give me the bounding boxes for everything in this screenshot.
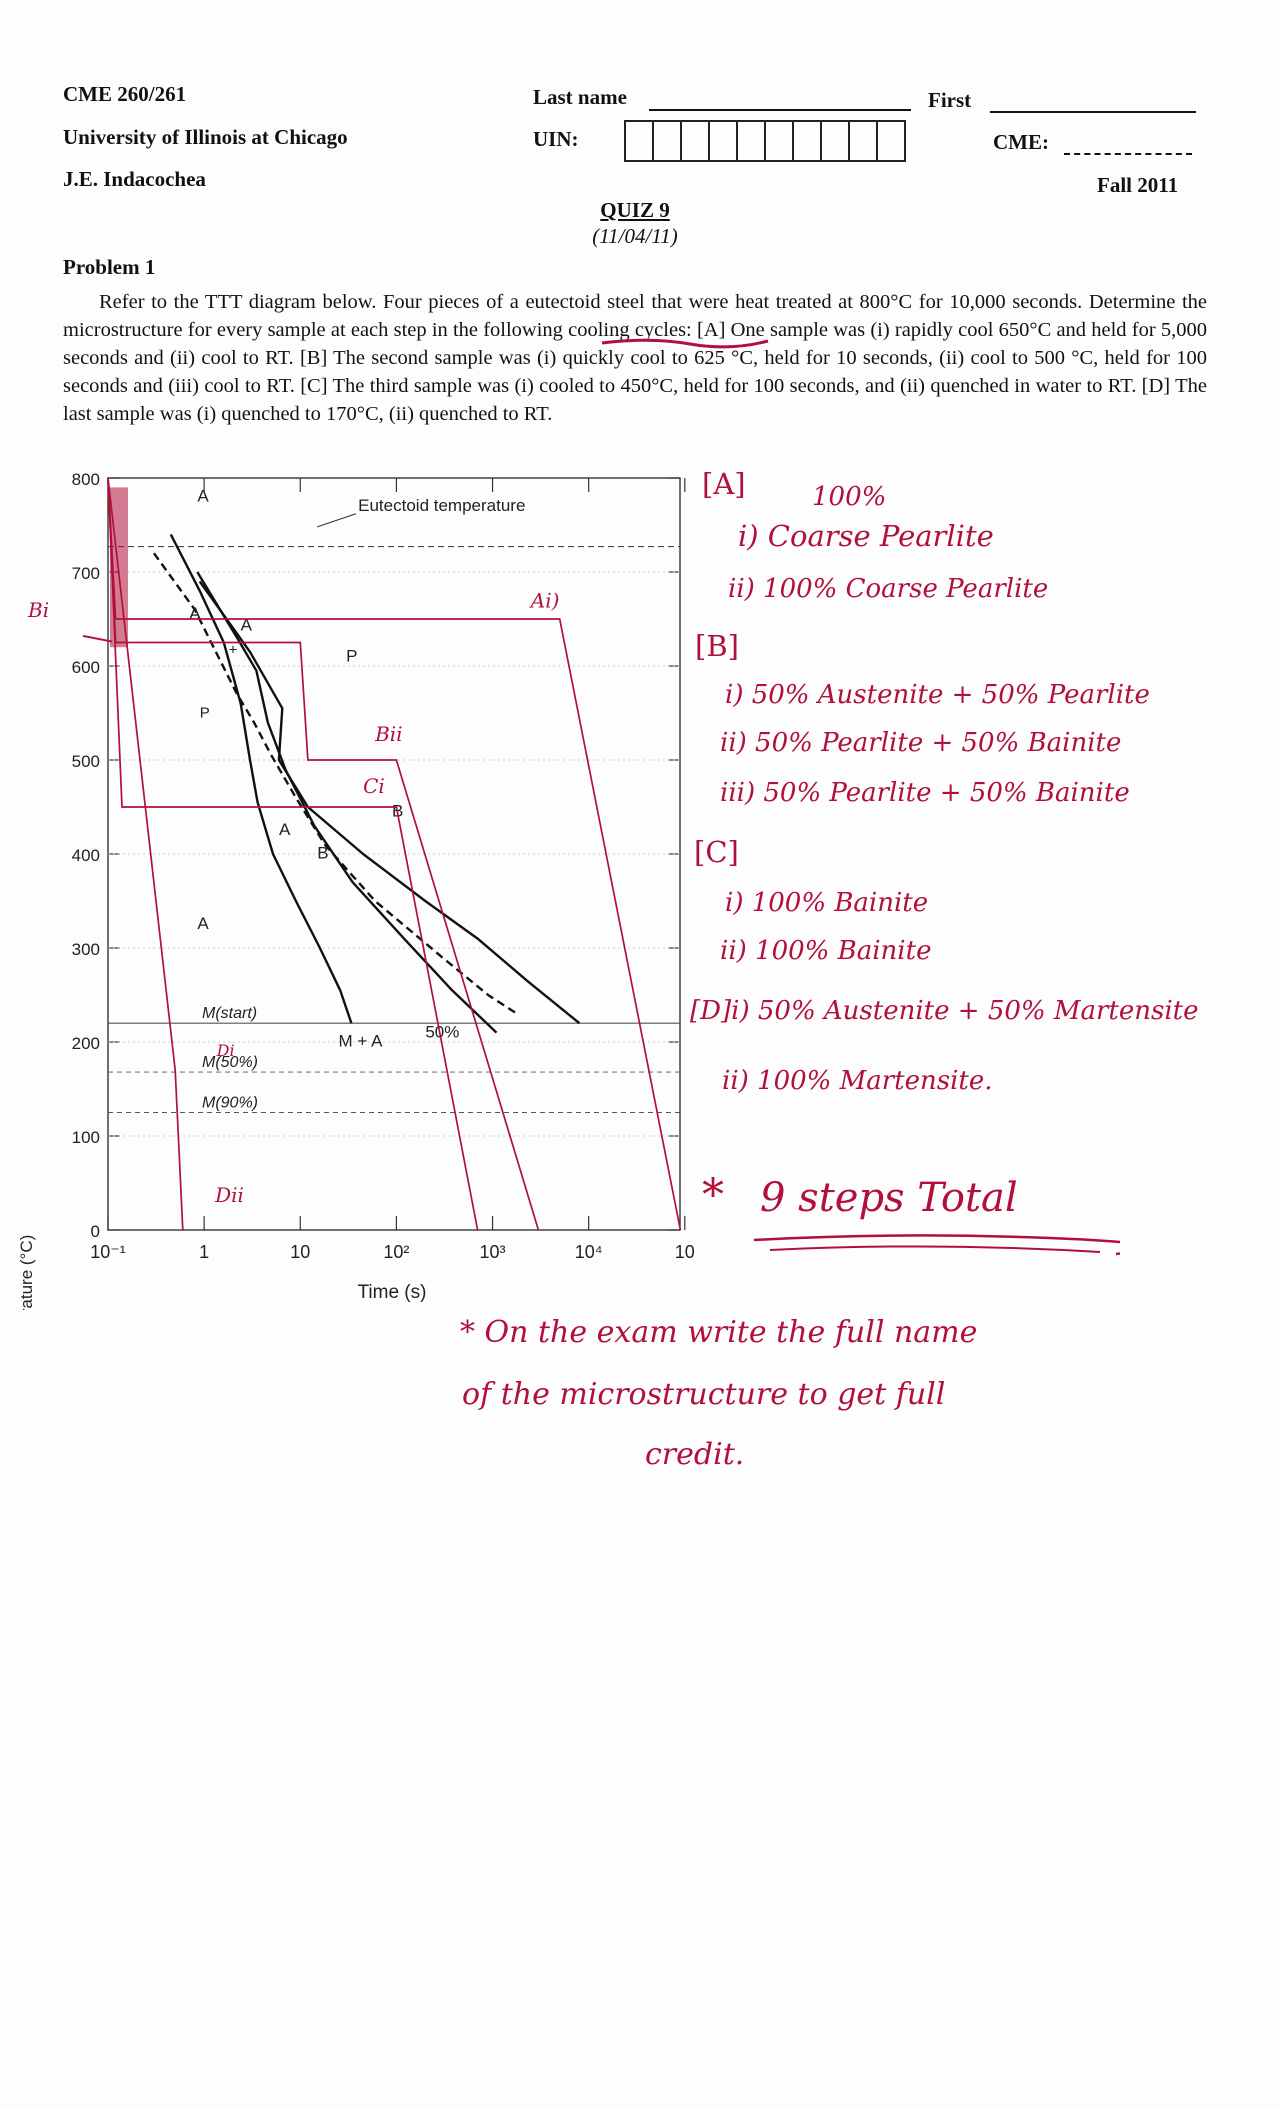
x-axis-label: Time (s) <box>358 1282 427 1303</box>
instructor-name: J.E. Indacochea <box>63 167 206 191</box>
exam-note-line2: of the microstructure to get full <box>462 1377 946 1412</box>
university-name: University of Illinois at Chicago <box>63 125 348 149</box>
y-axis-label: Temperature (°C) <box>17 1235 36 1310</box>
region-label: B <box>317 844 328 863</box>
problem-heading: Problem 1 <box>63 255 156 279</box>
label-dii: Dii <box>214 1183 244 1207</box>
region-label: A <box>189 604 201 623</box>
x-tick-label: 1 <box>199 1242 209 1262</box>
y-tick-label: 0 <box>91 1222 100 1241</box>
answer-d-i: [D]i) 50% Austenite + 50% Martensite <box>690 996 1199 1026</box>
exam-note-line1: * On the exam write the full name <box>460 1315 978 1350</box>
y-tick-label: 200 <box>72 1034 100 1053</box>
x-tick-label: 10 <box>290 1242 310 1262</box>
x-tick-label: 10 <box>675 1242 695 1262</box>
eutectoid-arrow <box>317 513 357 528</box>
region-label: A <box>197 487 209 506</box>
steps-star-icon: * <box>702 1170 724 1221</box>
answer-b-ii: ii) 50% Pearlite + 50% Bainite <box>720 728 1122 758</box>
y-tick-label: 600 <box>72 658 100 677</box>
cme-label: CME: <box>993 130 1049 154</box>
uin-box[interactable] <box>654 122 682 160</box>
cooling-paths: Ai) Bi Bii Ci Di Dii <box>27 477 682 1231</box>
ttt-diagram: 0 100 200 300 400 500 600 700 800 10⁻¹ 1 10 10² 10³ 10… <box>17 470 695 1310</box>
steps-total-note: 9 steps Total <box>760 1175 1018 1221</box>
quench-scribble <box>110 487 128 648</box>
ttt-curve <box>198 580 581 1025</box>
answer-b-header: [B] <box>695 629 739 663</box>
answer-b-iii: iii) 50% Pearlite + 50% Bainite <box>720 778 1130 808</box>
answer-a-ii: ii) 100% Coarse Pearlite <box>728 574 1049 604</box>
uin-label: UIN: <box>533 127 579 151</box>
uin-box[interactable] <box>766 122 794 160</box>
region-label: A <box>241 615 253 634</box>
first-name-line[interactable] <box>990 111 1196 113</box>
region-label: 50% <box>425 1022 459 1041</box>
answer-c-header: [C] <box>694 835 739 869</box>
uin-box[interactable] <box>682 122 710 160</box>
eutectoid-annotation: Eutectoid temperature <box>358 496 525 515</box>
uin-box[interactable] <box>710 122 738 160</box>
y-tick-label: 400 <box>72 846 100 865</box>
answer-d-ii: ii) 100% Martensite. <box>722 1066 993 1096</box>
region-label: A <box>279 820 291 839</box>
plus-mark: + <box>229 642 238 659</box>
answer-b-i: i) 50% Austenite + 50% Pearlite <box>725 680 1150 710</box>
term: Fall 2011 <box>1097 173 1179 197</box>
uin-boxes[interactable] <box>624 120 906 162</box>
label-ci: Ci <box>363 774 385 798</box>
last-name-label: Last name <box>533 85 627 109</box>
uin-box[interactable] <box>626 122 654 160</box>
martensite-label: M(50%) <box>202 1054 258 1071</box>
cooling-path-d <box>107 477 184 1231</box>
martensite-label: M(start) <box>202 1005 257 1022</box>
steps-underline <box>753 1234 1120 1256</box>
quiz-title: QUIZ 9 <box>600 198 670 222</box>
x-tick-label: 10³ <box>480 1242 506 1262</box>
x-tick-label: 10² <box>383 1242 409 1262</box>
problem-text: Refer to the TTT diagram below. Four pie… <box>63 291 1207 425</box>
x-tick-label: 10⁻¹ <box>90 1242 126 1262</box>
label-di: Di <box>216 1041 235 1060</box>
answer-a-header: [A] <box>702 467 746 501</box>
ttt-curve <box>152 552 518 1015</box>
label-ai: Ai) <box>529 589 560 613</box>
uin-box[interactable] <box>738 122 766 160</box>
last-name-line[interactable] <box>649 109 911 111</box>
uin-box[interactable] <box>850 122 878 160</box>
pearlite-mark: P <box>200 705 210 722</box>
label-bi: Bi <box>27 598 49 622</box>
chart-ticks: 0 100 200 300 400 500 600 700 800 10⁻¹ 1 10 10² 10³ 10… <box>72 470 695 1262</box>
cme-line[interactable] <box>1064 153 1192 155</box>
region-label: P <box>346 646 357 665</box>
label-bii: Bii <box>374 722 403 746</box>
answer-a-percent: 100% <box>812 482 887 512</box>
y-tick-label: 500 <box>72 752 100 771</box>
y-tick-label: 700 <box>72 564 100 583</box>
y-tick-label: 100 <box>72 1128 100 1147</box>
underline-scribble <box>601 338 769 349</box>
region-label: A <box>197 914 209 933</box>
region-label: M + A <box>339 1032 384 1051</box>
y-tick-label: 300 <box>72 940 100 959</box>
bi-arrow <box>82 634 113 643</box>
answer-a-i: i) Coarse Pearlite <box>738 519 994 553</box>
course-code: CME 260/261 <box>63 82 187 106</box>
y-tick-label: 800 <box>72 470 100 489</box>
uin-box[interactable] <box>794 122 822 160</box>
first-name-label: First <box>928 88 972 112</box>
chart-curves: Eutectoid temperature M(start) M(50%) M(90%… <box>108 487 680 1113</box>
ttt-curve <box>196 571 498 1034</box>
answer-c-ii: ii) 100% Bainite <box>720 936 932 966</box>
uin-box[interactable] <box>878 122 904 160</box>
exam-note-line3: credit. <box>645 1437 745 1472</box>
quiz-date: (11/04/11) <box>592 224 678 248</box>
uin-box[interactable] <box>822 122 850 160</box>
answer-c-i: i) 100% Bainite <box>725 888 929 918</box>
martensite-label: M(90%) <box>202 1095 258 1112</box>
x-tick-label: 10⁴ <box>575 1242 603 1262</box>
ttt-curve <box>169 533 353 1024</box>
